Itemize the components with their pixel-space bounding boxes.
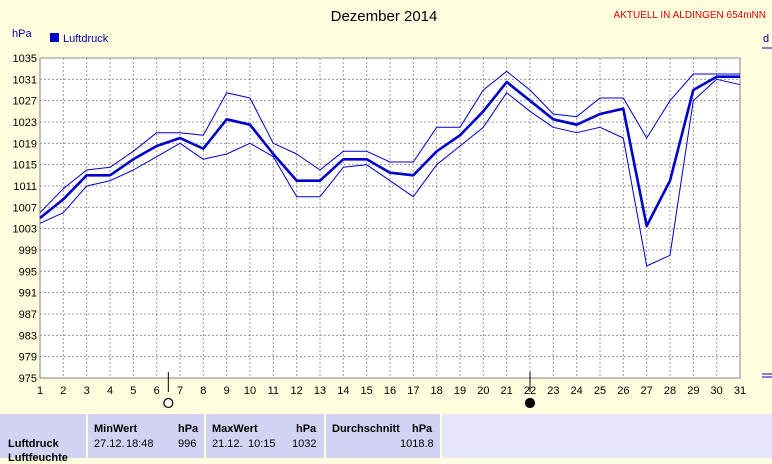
stats-row-label: Luftdruck [8, 438, 59, 450]
grid [40, 57, 740, 378]
y-tick-label: 975 [19, 373, 37, 385]
x-tick-label: 29 [687, 385, 699, 397]
legend-label: Luftdruck [63, 33, 109, 45]
y-tick-label: 987 [19, 309, 37, 321]
x-tick-label: 21 [501, 385, 513, 397]
y-tick-label: 1027 [13, 96, 37, 108]
x-tick-label: 7 [177, 385, 183, 397]
open-circle-icon [163, 397, 174, 409]
stats-table: Luftdruck Luftfeuchte MinWert hPa 27.12.… [0, 414, 772, 464]
y-axis-ticks: 975 979 983 987 991 995 999 1003 1007 1011 1015 101… [13, 53, 37, 385]
y-tick-label: 1023 [13, 117, 37, 129]
min-header: MinWert [94, 423, 138, 435]
stats-avg-cell [326, 414, 440, 458]
right-edge-label: d [763, 33, 769, 45]
stats-min-cell [88, 414, 204, 458]
x-tick-label: 14 [337, 385, 349, 397]
x-tick-label: 24 [571, 385, 583, 397]
y-tick-label: 1007 [13, 202, 37, 214]
y-tick-label: 1011 [13, 181, 37, 193]
x-tick-label: 1 [37, 385, 43, 397]
x-tick-label: 13 [314, 385, 326, 397]
max-unit: hPa [296, 423, 317, 435]
x-tick-label: 15 [361, 385, 373, 397]
min-time: 18:48 [126, 438, 154, 450]
series-line-max [39, 70, 740, 214]
x-tick-label: 3 [84, 385, 90, 397]
x-tick-label: 9 [224, 385, 230, 397]
y-axis-label: hPa [12, 28, 32, 40]
series-line-min [39, 78, 741, 267]
legend-swatch [50, 33, 59, 42]
max-header: MaxWert [212, 423, 258, 435]
x-tick-label: 4 [107, 385, 113, 397]
max-value: 1032 [292, 438, 317, 450]
y-tick-label: 999 [19, 245, 37, 257]
x-tick-label: 5 [130, 385, 136, 397]
min-value: 996 [178, 438, 197, 450]
y-tick-label: 1003 [13, 224, 37, 236]
x-tick-label: 18 [431, 385, 443, 397]
x-tick-label: 12 [291, 385, 303, 397]
marker-group [163, 372, 536, 409]
x-tick-label: 16 [384, 385, 396, 397]
min-date: 27.12. [94, 438, 125, 450]
x-tick-label: 11 [268, 385, 279, 397]
avg-value: 1018.8 [400, 438, 434, 450]
series-group [39, 70, 741, 267]
x-tick-label: 8 [200, 385, 206, 397]
x-tick-label: 19 [454, 385, 466, 397]
y-tick-label: 991 [19, 288, 37, 300]
chart-title: Dezember 2014 [331, 8, 438, 25]
y-tick-label: 995 [19, 266, 37, 278]
y-tick-label: 1035 [13, 53, 37, 65]
pressure-chart: 9759799839879919959991003100710111015101… [12, 8, 772, 409]
max-time: 10:15 [248, 438, 276, 450]
max-date: 21.12. [212, 438, 243, 450]
stats-label-cell [0, 414, 86, 458]
x-tick-label: 26 [617, 385, 629, 397]
x-tick-label: 27 [641, 385, 653, 397]
series-line-mean [39, 75, 740, 228]
avg-header: Durchschnitt [332, 423, 400, 435]
x-tick-label: 2 [60, 385, 66, 397]
avg-unit: hPa [412, 423, 433, 435]
status-text: AKTUELL IN ALDINGEN 654mNN [614, 10, 766, 21]
x-tick-label: 25 [594, 385, 606, 397]
x-tick-label: 17 [407, 385, 419, 397]
x-tick-label: 30 [711, 385, 723, 397]
x-tick-label: 23 [547, 385, 559, 397]
x-tick-label: 6 [154, 385, 160, 397]
y-tick-label: 1019 [13, 138, 37, 150]
y-tick-label: 1031 [13, 74, 37, 86]
y-tick-label: 979 [19, 352, 37, 364]
stats-max-cell [206, 414, 324, 458]
x-tick-label: 28 [664, 385, 676, 397]
min-unit: hPa [178, 423, 199, 435]
x-tick-label: 20 [477, 385, 489, 397]
filled-circle-icon [524, 397, 536, 409]
x-tick-label: 31 [734, 385, 746, 397]
stats-row-label-2: Luftfeuchte [8, 452, 68, 464]
x-tick-label: 10 [244, 385, 256, 397]
x-axis-ticks: 1 2 3 4 5 6 7 8 9 10 11 12 13 14 15 16 17 18 19 20 21 22 23 24 2… [37, 385, 746, 397]
y-tick-label: 983 [19, 330, 37, 342]
y-tick-label: 1015 [13, 160, 37, 172]
